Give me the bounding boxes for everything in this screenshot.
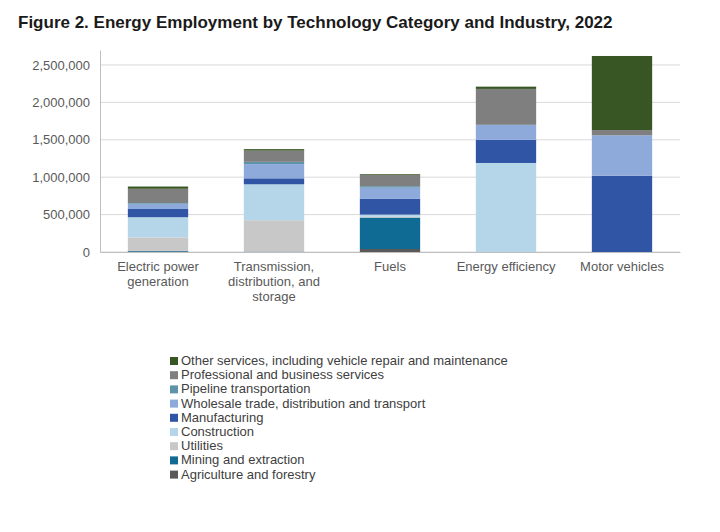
x-tick: Electric powergeneration [117, 252, 199, 289]
x-tick: Motor vehicles [580, 252, 664, 274]
bar-segment [476, 125, 536, 140]
bar-segment [592, 130, 652, 135]
legend-label: Mining and extraction [181, 452, 305, 467]
legend-swatch [170, 456, 178, 464]
bar-segment [128, 204, 188, 209]
y-tick-label: 2,500,000 [32, 58, 90, 73]
bar-segment [128, 251, 188, 252]
legend: Other services, including vehicle repair… [170, 353, 508, 482]
y-axis-line [100, 51, 101, 253]
bar-segment [360, 186, 420, 187]
bar-segment [128, 187, 188, 189]
y-tick-label: 1,500,000 [32, 132, 90, 147]
legend-swatch [170, 414, 178, 422]
bar-segment [592, 135, 652, 175]
x-tick: Energy efficiency [457, 252, 556, 274]
legend-label: Pipeline transportation [181, 381, 310, 396]
legend-label: Construction [181, 424, 254, 439]
legend-item: Other services, including vehicle repair… [170, 353, 508, 368]
series [128, 163, 536, 252]
x-tick: Fuels [374, 252, 406, 274]
bar-segment [476, 140, 536, 163]
legend-item: Mining and extraction [170, 452, 305, 467]
bar-segment [128, 237, 188, 250]
x-tick-label: Transmission,distribution, andstorage [228, 259, 320, 304]
legend-swatch [170, 357, 178, 365]
bar-segment [360, 175, 420, 186]
y-tick: 2,500,000 [32, 58, 100, 73]
y-tick: 1,000,000 [32, 170, 100, 185]
legend-label: Other services, including vehicle repair… [181, 353, 508, 368]
legend-label: Manufacturing [181, 410, 263, 425]
legend-swatch [170, 385, 178, 393]
bar-segment [128, 189, 188, 203]
bar-segment [360, 199, 420, 215]
legend-item: Construction [170, 424, 254, 439]
bar-segment [244, 149, 304, 150]
series [128, 162, 420, 204]
bar-segment [244, 164, 304, 178]
legend-item: Professional and business services [170, 367, 385, 382]
bar-segment [592, 176, 652, 252]
legend-item: Pipeline transportation [170, 381, 310, 396]
legend-item: Manufacturing [170, 410, 263, 425]
bar-segment [360, 174, 420, 176]
bar-segment [244, 220, 304, 251]
series [128, 140, 652, 252]
x-axis-line [101, 252, 681, 253]
bar-segment [592, 56, 652, 130]
y-tick: 500,000 [43, 207, 100, 222]
title: Figure 2. Energy Employment by Technolog… [18, 13, 613, 32]
legend-swatch [170, 400, 178, 408]
bar-segment [476, 87, 536, 89]
bar-segment [244, 178, 304, 184]
y-axis: 0 500,000 1,000,000 1,500,000 2,000,000 2,500… [32, 51, 100, 260]
bar-segment [128, 217, 188, 237]
x-tick: Transmission,distribution, andstorage [228, 252, 320, 304]
x-axis: Electric powergeneration Transmission,dis… [101, 252, 681, 304]
legend-label: Utilities [181, 438, 223, 453]
legend-label: Agriculture and forestry [181, 467, 316, 482]
bar-segment [360, 188, 420, 199]
series [128, 218, 420, 252]
legend-item: Agriculture and forestry [170, 467, 316, 482]
bar-segment [360, 215, 420, 217]
y-tick-label: 1,000,000 [32, 170, 90, 185]
legend-label: Wholesale trade, distribution and transp… [181, 396, 426, 411]
bar-segment [244, 184, 304, 220]
series [128, 217, 420, 252]
bar-segment [244, 162, 304, 164]
series [128, 56, 652, 189]
bar-segment [476, 89, 536, 125]
bars [128, 56, 652, 252]
plot: 0 500,000 1,000,000 1,500,000 2,000,000 2,500… [32, 51, 680, 305]
y-tick-label: 500,000 [43, 207, 90, 222]
chart: Figure 2. Energy Employment by Technolog… [0, 0, 720, 532]
bar-segment [244, 151, 304, 162]
bar-segment [128, 209, 188, 217]
y-tick-label: 2,000,000 [32, 95, 90, 110]
bar-segment [476, 163, 536, 252]
bar-segment [360, 218, 420, 249]
series [128, 125, 652, 209]
y-tick: 2,000,000 [32, 95, 100, 110]
y-tick-label: 0 [83, 245, 90, 260]
y-tick: 1,500,000 [32, 132, 100, 147]
x-tick-label: Electric powergeneration [117, 259, 199, 289]
legend-item: Utilities [170, 438, 223, 453]
x-tick-label: Energy efficiency [457, 259, 556, 274]
legend-swatch [170, 371, 178, 379]
series [128, 89, 652, 203]
legend-item: Wholesale trade, distribution and transp… [170, 396, 426, 411]
legend-swatch [170, 442, 178, 450]
legend-label: Professional and business services [181, 367, 385, 382]
x-tick-label: Fuels [374, 259, 406, 274]
legend-swatch [170, 428, 178, 436]
legend-swatch [170, 471, 178, 479]
y-tick: 0 [83, 245, 100, 260]
x-tick-label: Motor vehicles [580, 259, 664, 274]
bar-segment [360, 249, 420, 252]
